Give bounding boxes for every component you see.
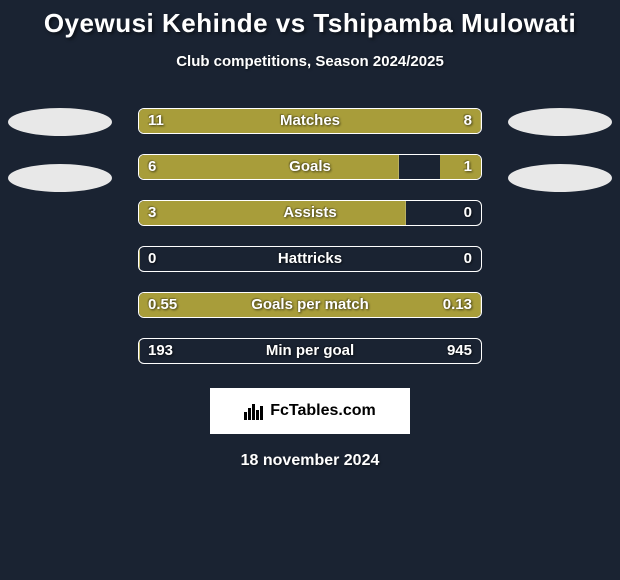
stat-value-left: 193	[148, 338, 173, 364]
stat-label: Goals	[289, 154, 331, 180]
stat-value-right: 0	[464, 200, 472, 226]
bar-right	[440, 155, 481, 179]
stat-value-right: 0.13	[443, 292, 472, 318]
stat-row: 0 Hattricks 0	[0, 246, 620, 272]
stat-value-left: 0.55	[148, 292, 177, 318]
date: 18 november 2024	[241, 452, 380, 470]
stat-row: 0.55 Goals per match 0.13	[0, 292, 620, 318]
comparison-infographic: Oyewusi Kehinde vs Tshipamba Mulowati Cl…	[0, 0, 620, 580]
stat-label: Goals per match	[251, 292, 369, 318]
fctables-logo: FcTables.com	[210, 388, 410, 434]
stat-row: 193 Min per goal 945	[0, 338, 620, 364]
player-avatar-right-1	[508, 108, 612, 136]
stat-value-right: 0	[464, 246, 472, 272]
bar-left	[139, 155, 399, 179]
bar-left	[139, 247, 140, 271]
stat-value-right: 1	[464, 154, 472, 180]
stat-label: Hattricks	[278, 246, 342, 272]
bar-left	[139, 339, 140, 363]
stat-value-left: 6	[148, 154, 156, 180]
stat-label: Min per goal	[266, 338, 354, 364]
stat-label: Matches	[280, 108, 340, 134]
chart-bars-icon	[244, 402, 264, 420]
avatar-group-right	[508, 108, 612, 192]
stat-value-left: 11	[148, 108, 164, 134]
page-title: Oyewusi Kehinde vs Tshipamba Mulowati	[44, 8, 576, 39]
subtitle: Club competitions, Season 2024/2025	[176, 53, 444, 70]
stat-value-left: 0	[148, 246, 156, 272]
logo-text: FcTables.com	[270, 402, 376, 420]
bar-left	[139, 201, 406, 225]
stat-value-right: 945	[447, 338, 472, 364]
player-avatar-left-2	[8, 164, 112, 192]
stat-label: Assists	[283, 200, 336, 226]
stat-value-right: 8	[464, 108, 472, 134]
stat-row: 3 Assists 0	[0, 200, 620, 226]
chart-area: 11 Matches 8 6 Goals 1 3 Assists 0	[0, 108, 620, 364]
avatar-group-left	[8, 108, 112, 192]
player-avatar-left-1	[8, 108, 112, 136]
player-avatar-right-2	[508, 164, 612, 192]
stat-value-left: 3	[148, 200, 156, 226]
